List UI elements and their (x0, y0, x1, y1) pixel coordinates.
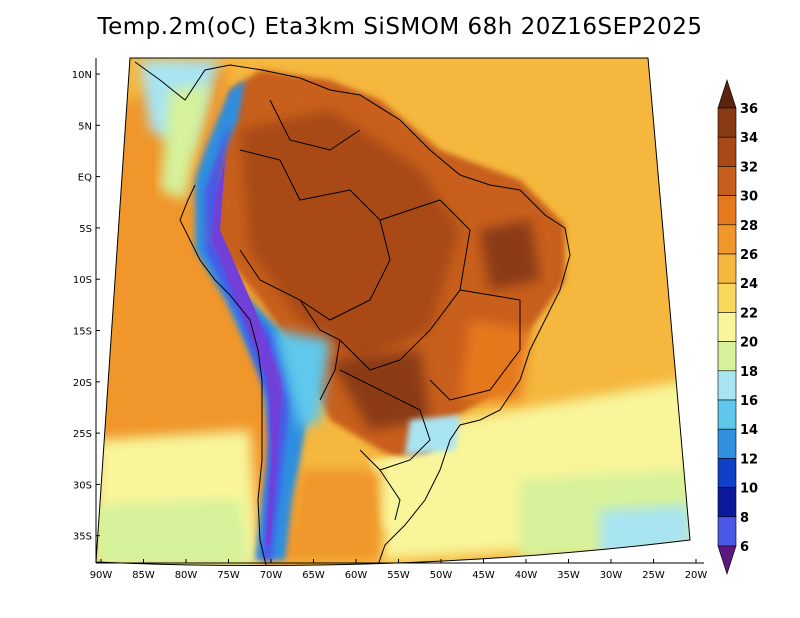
lat-label-10s: 10S (73, 275, 92, 286)
colorbar-label-24: 24 (740, 277, 758, 292)
lon-label-65w: 65W (302, 570, 325, 581)
colorbar-swatch (717, 428, 737, 459)
lon-label-25w: 25W (642, 570, 665, 581)
lon-label-80w: 80W (175, 570, 198, 581)
lat-label-35s: 35S (73, 532, 92, 543)
colorbar-swatch (717, 312, 737, 342)
temperature-field (96, 58, 690, 566)
colorbar-label-30: 30 (740, 190, 758, 205)
colorbar-label-16: 16 (740, 394, 758, 409)
colorbar-label-10: 10 (740, 482, 758, 497)
colorbar-label-28: 28 (740, 219, 758, 234)
colorbar-label-20: 20 (740, 336, 758, 351)
colorbar-label-14: 14 (740, 423, 758, 438)
colorbar-swatch (717, 166, 737, 196)
colorbar: 36 34 32 30 28 26 24 22 20 18 16 14 12 10 8 6 (717, 79, 758, 575)
longitude-ticks: 90W 85W 80W 75W 70W 65W 60W 55W 50W 45W 40W 35W 30W 2… (90, 559, 708, 581)
colorbar-label-26: 26 (740, 248, 758, 263)
colorbar-label-6: 6 (740, 540, 749, 555)
lon-label-70w: 70W (260, 570, 283, 581)
lat-label-30s: 30S (73, 480, 92, 491)
colorbar-swatch (717, 282, 737, 313)
coastlines (134, 61, 571, 566)
lon-label-60w: 60W (345, 570, 368, 581)
colorbar-swatch (717, 136, 737, 167)
colorbar-swatch (717, 399, 737, 430)
lat-label-15s: 15S (73, 327, 92, 338)
colorbar-swatch (717, 487, 737, 518)
lat-label-5s: 5S (79, 224, 92, 235)
lat-label-5n: 5N (78, 121, 92, 132)
colorbar-label-34: 34 (740, 131, 758, 146)
colorbar-swatch (717, 224, 737, 255)
colorbar-swatch (717, 341, 737, 372)
lat-label-25s: 25S (73, 429, 92, 440)
latitude-ticks: 10N 5N EQ 5S 10S 15S 20S 25S 30S 35S (72, 70, 100, 543)
colorbar-label-36: 36 (740, 102, 758, 117)
colorbar-swatch (717, 195, 737, 226)
colorbar-label-22: 22 (740, 306, 758, 321)
colorbar-label-12: 12 (740, 452, 758, 467)
lon-label-50w: 50W (430, 570, 453, 581)
colorbar-label-8: 8 (740, 511, 749, 526)
colorbar-swatch (717, 107, 737, 138)
lon-label-40w: 40W (515, 570, 538, 581)
lon-label-35w: 35W (557, 570, 580, 581)
colorbar-swatch (717, 516, 737, 547)
colorbar-bottom-arrow (717, 545, 737, 575)
lon-label-85w: 85W (132, 570, 155, 581)
map-title: Temp.2m(oC) Eta3km SiSMOM 68h 20Z16SEP20… (97, 14, 703, 40)
colorbar-swatch (717, 253, 737, 284)
colorbar-label-18: 18 (740, 365, 758, 380)
lon-label-20w: 20W (685, 570, 708, 581)
lon-label-75w: 75W (217, 570, 240, 581)
lon-label-30w: 30W (600, 570, 623, 581)
lat-label-eq: EQ (78, 173, 92, 184)
colorbar-top-arrow (717, 79, 737, 109)
lon-label-45w: 45W (472, 570, 495, 581)
colorbar-swatch (717, 370, 737, 401)
lon-label-90w: 90W (90, 570, 113, 581)
lat-label-20s: 20S (73, 378, 92, 389)
colorbar-label-32: 32 (740, 160, 758, 175)
lat-label-10n: 10N (72, 70, 92, 81)
lon-label-55w: 55W (387, 570, 410, 581)
colorbar-swatch (717, 458, 737, 488)
